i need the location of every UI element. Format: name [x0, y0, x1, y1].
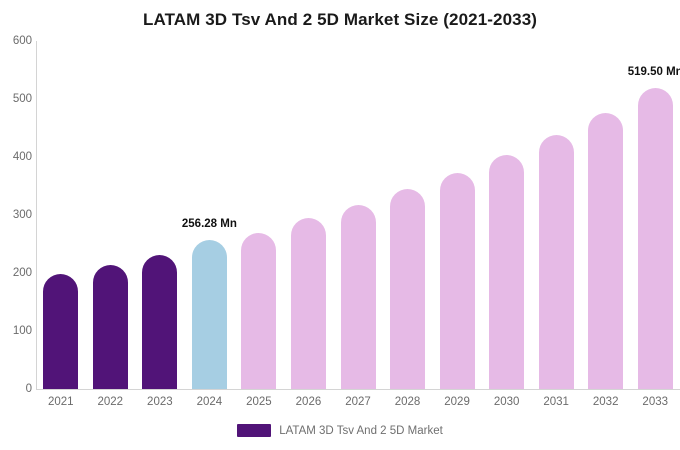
x-axis-line — [36, 389, 680, 390]
y-axis-tick-labels: 0 100 200 300 400 500 600 — [0, 0, 32, 450]
bar-2032[interactable] — [588, 112, 624, 389]
bar-slot — [637, 41, 673, 389]
bar-slot — [241, 41, 277, 389]
x-axis-tick-2024: 2024 — [196, 396, 223, 408]
bar-2025[interactable] — [241, 232, 277, 389]
bar-slot — [340, 41, 376, 389]
bar-slot — [142, 41, 178, 389]
chart-legend: LATAM 3D Tsv And 2 5D Market — [0, 424, 680, 437]
bar-2022[interactable] — [92, 264, 128, 389]
bar-2024[interactable] — [191, 240, 227, 389]
y-axis-line — [36, 41, 37, 390]
legend-swatch — [237, 424, 272, 437]
bars-layer — [36, 41, 680, 389]
bar-slot — [538, 41, 574, 389]
x-axis-tick-2029: 2029 — [444, 396, 470, 408]
x-axis-tick-2021: 2021 — [47, 396, 74, 408]
y-axis-tick-300: 300 — [12, 209, 32, 221]
x-axis-tick-2023: 2023 — [147, 396, 173, 408]
bar-2021[interactable] — [43, 273, 79, 389]
x-axis-tick-2027: 2027 — [345, 396, 371, 408]
x-axis-tick-2031: 2031 — [543, 396, 569, 408]
bar-value-label-2024: 256.28 Mn — [181, 218, 237, 231]
bar-2028[interactable] — [390, 188, 426, 389]
x-axis-tick-2032: 2032 — [592, 396, 619, 408]
x-axis-tick-2028: 2028 — [394, 396, 421, 408]
y-axis-tick-200: 200 — [12, 267, 32, 279]
bar-slot — [43, 41, 79, 389]
plot-area — [36, 41, 680, 389]
x-axis-tick-2026: 2026 — [295, 396, 322, 408]
bar-slot — [439, 41, 475, 389]
y-axis-tick-0: 0 — [25, 383, 32, 395]
bar-2023[interactable] — [142, 255, 178, 389]
bar-slot — [92, 41, 128, 389]
bar-value-label-2033: 519.50 Mn — [627, 65, 680, 78]
x-axis-tick-2022: 2022 — [97, 396, 124, 408]
y-axis-tick-400: 400 — [12, 151, 32, 163]
bar-slot — [390, 41, 426, 389]
legend-label[interactable]: LATAM 3D Tsv And 2 5D Market — [279, 424, 443, 437]
bar-2029[interactable] — [439, 173, 475, 389]
bar-slot — [588, 41, 624, 389]
y-axis-tick-500: 500 — [12, 93, 32, 105]
x-axis-tick-2033: 2033 — [642, 396, 669, 408]
bar-2027[interactable] — [340, 204, 376, 389]
x-axis-tick-2030: 2030 — [493, 396, 520, 408]
chart-title: LATAM 3D Tsv And 2 5D Market Size (2021-… — [142, 10, 538, 29]
bar-2033[interactable] — [637, 87, 673, 389]
x-axis-tick-2025: 2025 — [246, 396, 272, 408]
bar-slot — [191, 41, 227, 389]
bar-slot — [489, 41, 525, 389]
bar-2030[interactable] — [489, 154, 525, 389]
y-axis-tick-600: 600 — [12, 35, 32, 47]
bar-2026[interactable] — [290, 218, 326, 389]
y-axis-tick-100: 100 — [12, 325, 32, 337]
bar-2031[interactable] — [538, 134, 574, 389]
bar-slot — [290, 41, 326, 389]
